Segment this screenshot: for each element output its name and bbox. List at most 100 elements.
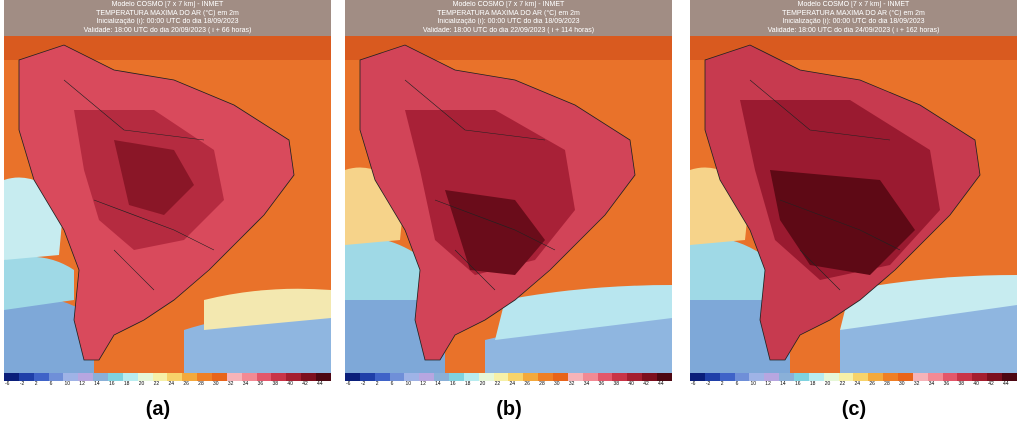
- map-header-b: Modelo COSMO [7 x 7 km] - INMET TEMPERAT…: [345, 0, 672, 36]
- colorbar-swatch: [449, 373, 464, 381]
- colorbar-tick-label: 14: [94, 381, 100, 387]
- colorbar-tick-label: -2: [705, 381, 711, 387]
- colorbar-tick-label: 30: [213, 381, 219, 387]
- header-validity: Validade: 18:00 UTC do dia 24/09/2023 ( …: [767, 26, 940, 34]
- panel-label-b: (b): [496, 398, 522, 420]
- colorbar-tick-label: -2: [360, 381, 366, 387]
- colorbar-swatch: [794, 373, 809, 381]
- colorbar-swatch: [538, 373, 554, 381]
- colorbar-tick-label: 38: [958, 381, 965, 387]
- colorbar-swatch: [301, 373, 317, 381]
- map-panel-b: Modelo COSMO [7 x 7 km] - INMET TEMPERAT…: [345, 0, 672, 436]
- colorbar-tick-label: 28: [884, 381, 890, 387]
- colorbar-tick-label: 6: [735, 381, 739, 387]
- colorbar-swatch: [389, 373, 405, 381]
- colorbar-swatch: [597, 373, 613, 381]
- colorbar-swatch: [345, 373, 360, 381]
- colorbar-swatch: [271, 373, 287, 381]
- header-init: Inicialização (i): 00:00 UTC do dia 18/0…: [96, 18, 239, 26]
- colorbar-a: [4, 373, 331, 381]
- colorbar-tick-label: -6: [691, 381, 696, 387]
- colorbar-swatch: [359, 373, 375, 381]
- colorbar-swatch: [48, 373, 64, 381]
- colorbar-swatch: [478, 373, 494, 381]
- colorbar-swatch: [690, 373, 705, 381]
- colorbar-ticks-a: -6 -2 2 6 10 12 14 16 18 20 22 24 26 28 30 32 34 36 38 40 42…: [4, 381, 331, 389]
- colorbar-swatch: [898, 373, 913, 381]
- colorbar-tick-label: 18: [809, 381, 816, 387]
- colorbar-tick-label: 10: [750, 381, 756, 387]
- colorbar-swatch: [316, 373, 331, 381]
- colorbar-tick-label: 12: [765, 381, 771, 387]
- colorbar-tick-label: 28: [539, 381, 545, 387]
- colorbar-swatch: [197, 373, 213, 381]
- colorbar-swatch: [93, 373, 109, 381]
- colorbar-tick-label: 44: [317, 381, 323, 387]
- panel-label-c: (c): [841, 398, 867, 420]
- header-validity: Validade: 18:00 UTC do dia 20/09/2023 ( …: [83, 26, 252, 34]
- colorbar-swatch: [957, 373, 973, 381]
- colorbar-tick-label: 2: [34, 381, 38, 387]
- colorbar-tick-label: 10: [405, 381, 411, 387]
- temperature-map-c: [690, 0, 1017, 375]
- colorbar-tick-label: 30: [554, 381, 560, 387]
- colorbar-tick-label: 20: [479, 381, 486, 387]
- map-panel-c: Modelo COSMO [7 x 7 km] - INMET TEMPERAT…: [690, 0, 1017, 436]
- colorbar-swatch: [122, 373, 138, 381]
- colorbar-swatch: [853, 373, 869, 381]
- colorbar-c: [690, 373, 1017, 381]
- colorbar-tick-label: 22: [494, 381, 501, 387]
- header-variable: TEMPERATURA MÁXIMA DO AR (°C) em 2m: [96, 9, 239, 17]
- header-variable: TEMPERATURA MÁXIMA DO AR (°C) em 2m: [437, 9, 580, 17]
- colorbar-tick-label: 42: [302, 381, 308, 387]
- colorbar-tick-label: 32: [568, 381, 575, 387]
- colorbar-tick-label: 32: [227, 381, 234, 387]
- colorbar-tick-label: 42: [988, 381, 994, 387]
- colorbar-swatch: [4, 373, 19, 381]
- colorbar-tick-label: 34: [242, 381, 249, 387]
- colorbar-swatch: [182, 373, 198, 381]
- colorbar-swatch: [523, 373, 539, 381]
- temperature-map-b: [345, 0, 672, 375]
- colorbar-tick-label: 14: [435, 381, 441, 387]
- colorbar-ticks-c: -6 -2 2 6 10 12 14 16 18 20 22 24 26 28 30 32 34 36 38 40 42…: [690, 381, 1017, 389]
- colorbar-swatch: [823, 373, 839, 381]
- colorbar-tick-label: 38: [272, 381, 279, 387]
- colorbar-tick-label: 26: [869, 381, 875, 387]
- colorbar-swatch: [137, 373, 153, 381]
- colorbar-tick-label: 40: [287, 381, 293, 387]
- colorbar-swatch: [63, 373, 79, 381]
- colorbar-tick-label: 24: [168, 381, 175, 387]
- colorbar-swatch: [808, 373, 824, 381]
- colorbar-tick-label: 34: [583, 381, 590, 387]
- colorbar-swatch: [33, 373, 49, 381]
- colorbar-swatch: [704, 373, 720, 381]
- colorbar-tick-label: 40: [973, 381, 979, 387]
- colorbar-tick-label: 26: [524, 381, 530, 387]
- colorbar-swatch: [657, 373, 672, 381]
- colorbar-swatch: [212, 373, 227, 381]
- colorbar-tick-label: 38: [613, 381, 620, 387]
- colorbar-tick-label: 24: [509, 381, 516, 387]
- colorbar-swatch: [927, 373, 943, 381]
- colorbar-tick-label: 36: [257, 381, 264, 387]
- colorbar-tick-label: 24: [854, 381, 861, 387]
- colorbar-swatch: [838, 373, 854, 381]
- colorbar-swatch: [18, 373, 34, 381]
- colorbar-tick-label: 6: [390, 381, 394, 387]
- colorbar-tick-label: -6: [346, 381, 351, 387]
- colorbar-tick-label: 32: [913, 381, 920, 387]
- colorbar-swatch: [1002, 373, 1017, 381]
- colorbar-tick-label: 20: [824, 381, 831, 387]
- colorbar-swatch: [719, 373, 735, 381]
- colorbar-tick-label: 26: [183, 381, 189, 387]
- colorbar-tick-label: 12: [420, 381, 426, 387]
- colorbar-tick-label: 14: [780, 381, 786, 387]
- colorbar-swatch: [779, 373, 795, 381]
- colorbar-tick-label: 36: [943, 381, 950, 387]
- colorbar-swatch: [627, 373, 643, 381]
- colorbar-swatch: [404, 373, 420, 381]
- colorbar-swatch: [508, 373, 524, 381]
- colorbar-swatch: [972, 373, 988, 381]
- map-header-a: Modelo COSMO [7 x 7 km] - INMET TEMPERAT…: [4, 0, 331, 36]
